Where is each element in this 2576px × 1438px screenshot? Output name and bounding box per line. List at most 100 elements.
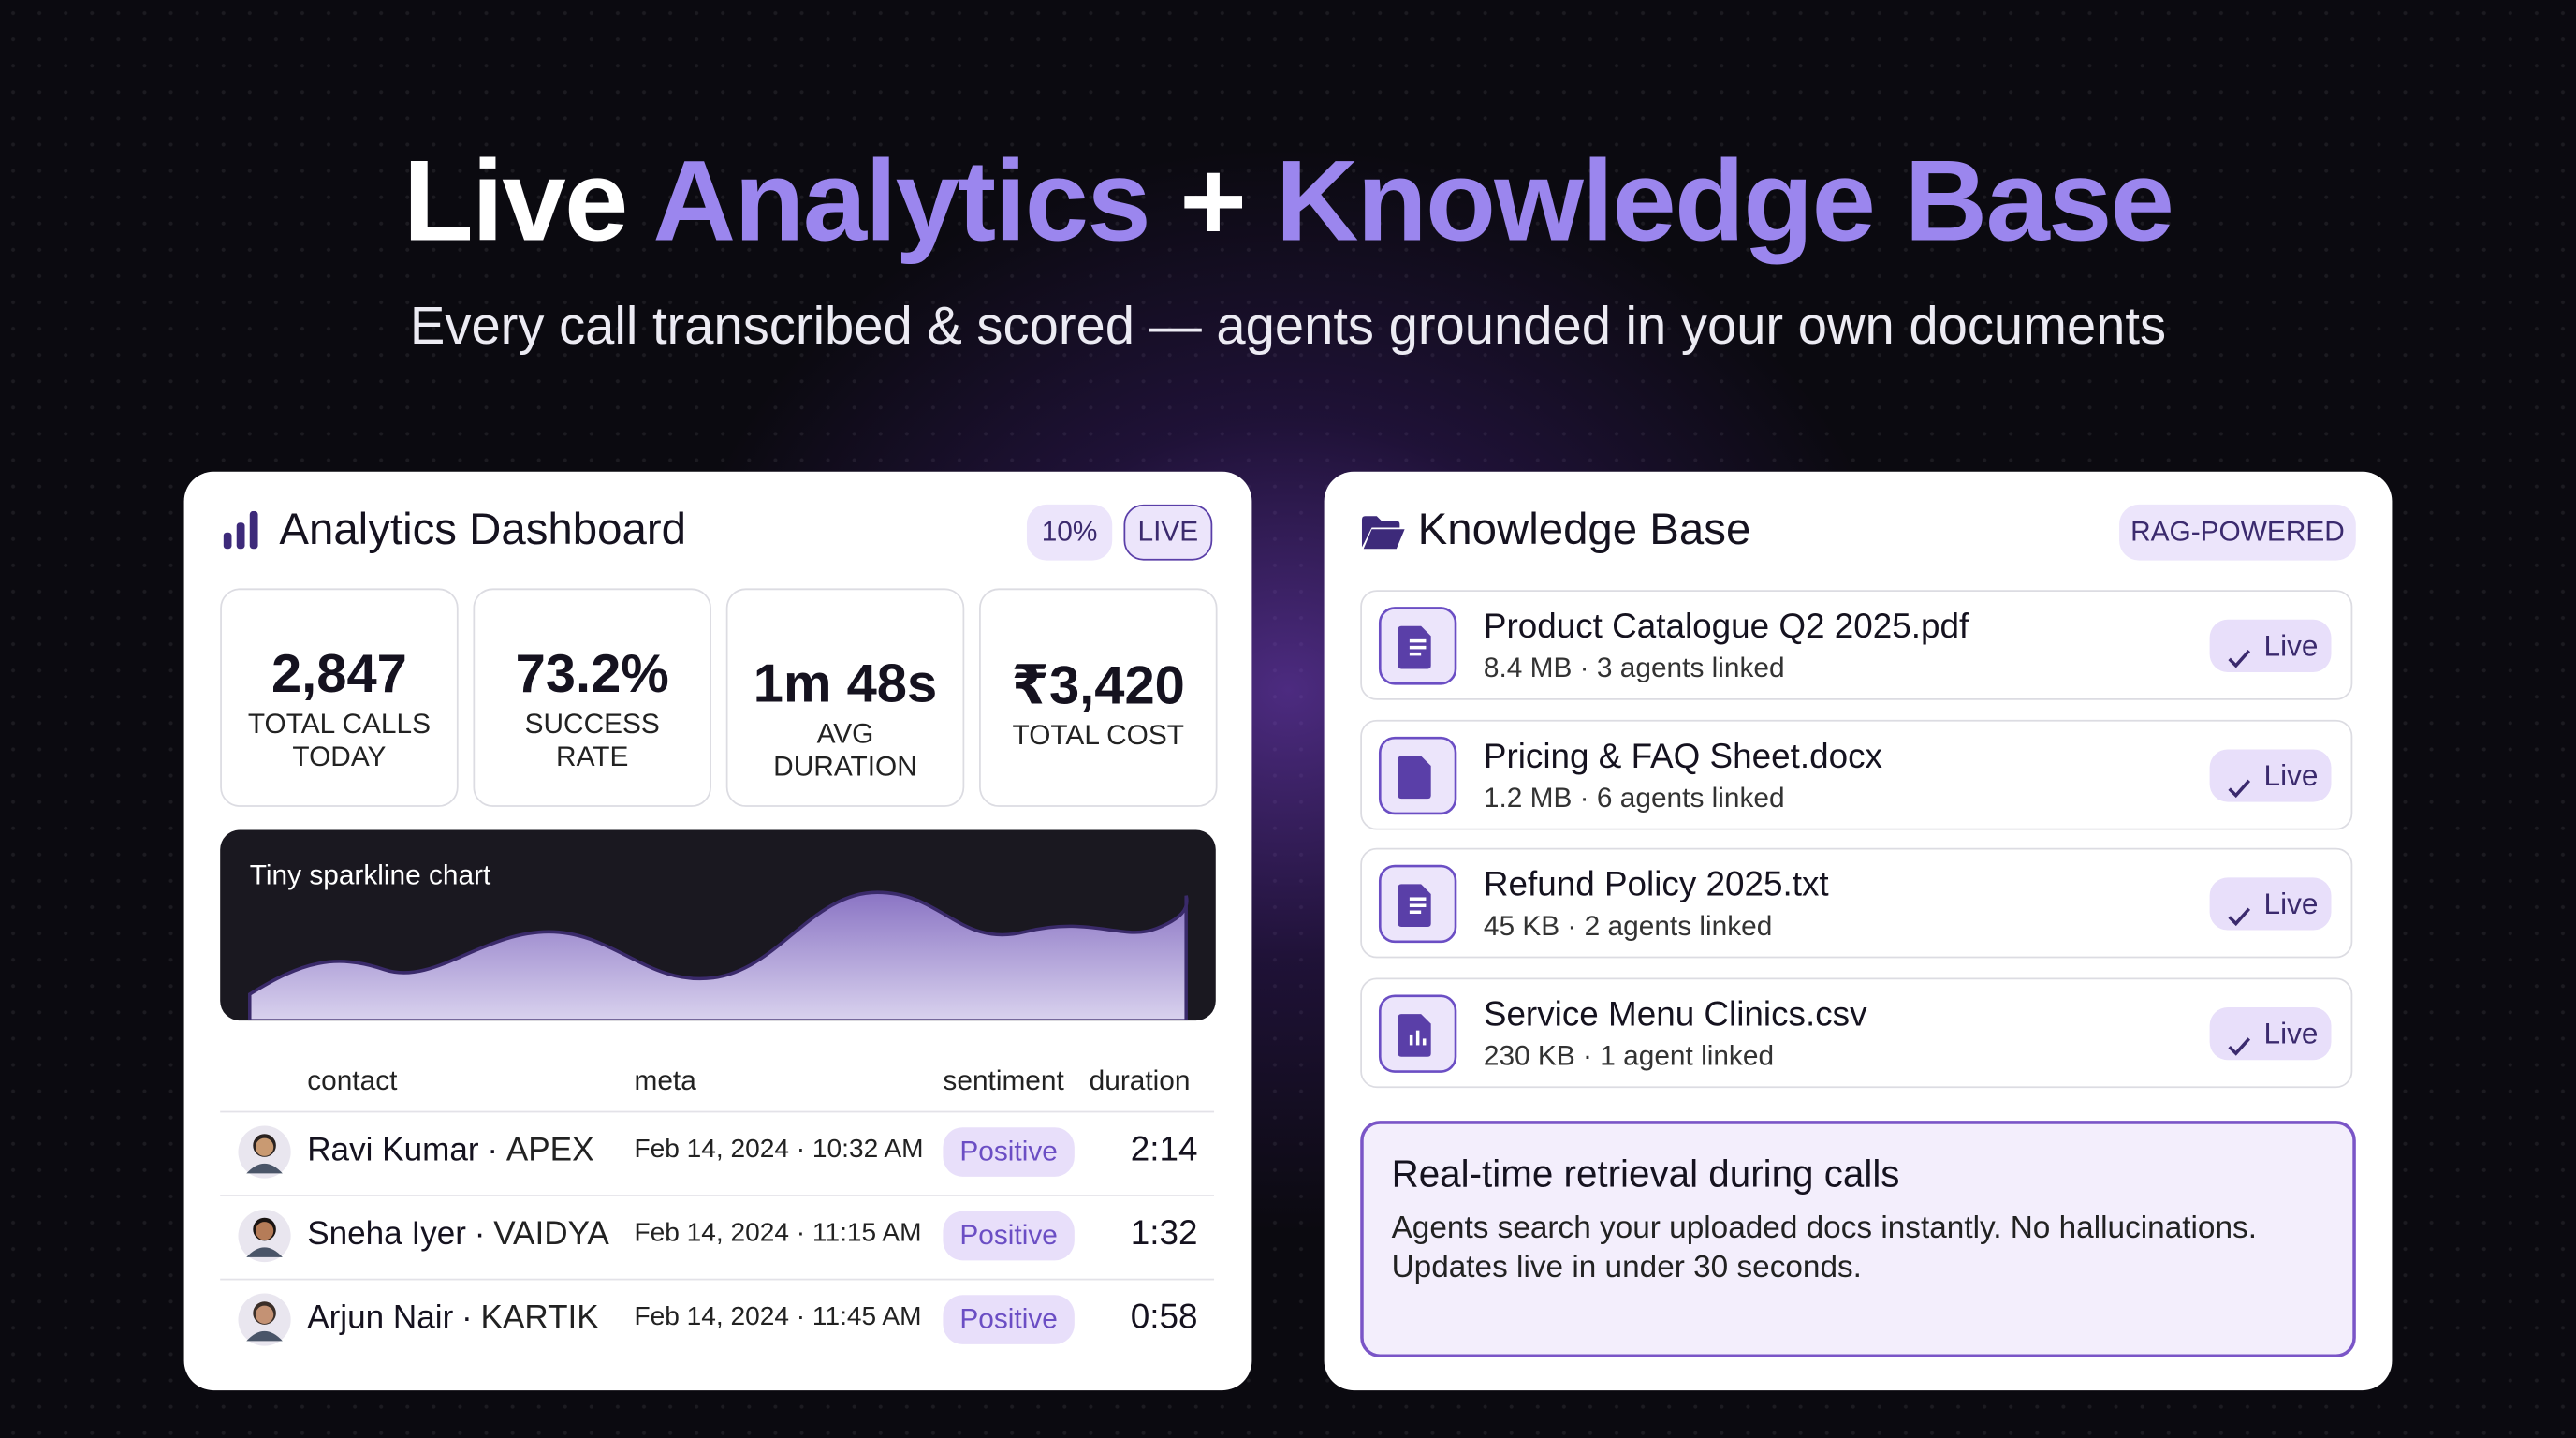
- chart-icon: [223, 510, 258, 550]
- call-meta: Feb 14, 2024 · 11:45 AM: [634, 1303, 922, 1331]
- contact-org: KARTIK: [480, 1299, 599, 1337]
- file-icon: [1378, 993, 1457, 1080]
- title-word: +: [1179, 136, 1247, 265]
- row-divider: [220, 1195, 1215, 1196]
- file-meta: 8.4 MB · 3 agents linked: [1483, 652, 1785, 684]
- headline: Live Analytics + Knowledge Base: [0, 135, 2576, 266]
- column-header: duration: [1089, 1064, 1191, 1096]
- analytics-card: Analytics Dashboard 10% LIVE Tiny sparkl…: [183, 471, 1252, 1391]
- call-meta: Feb 14, 2024 · 10:32 AM: [634, 1135, 924, 1164]
- separator: ·: [474, 1215, 486, 1253]
- sentiment-pill: Positive: [943, 1127, 1075, 1177]
- avatar-svg: [238, 1293, 291, 1346]
- status-text: Live: [2263, 1016, 2319, 1049]
- column-header: meta: [634, 1064, 696, 1096]
- row-divider: [220, 1110, 1215, 1113]
- call-meta: Feb 14, 2024 · 11:15 AM: [634, 1219, 922, 1248]
- file-name: Product Catalogue Q2 2025.pdf: [1483, 608, 1969, 646]
- contact-name: Ravi Kumar: [307, 1132, 479, 1169]
- note-body: Agents search your uploaded docs instant…: [1391, 1211, 2257, 1285]
- rag-badge: RAG-POWERED: [2119, 504, 2356, 561]
- title-word: Analytics: [652, 136, 1150, 265]
- file-icon-svg: [1378, 607, 1457, 685]
- status-badge: Live: [2209, 748, 2332, 801]
- status-text: Live: [2263, 629, 2319, 663]
- file-meta: 230 KB · 1 agent linked: [1483, 1039, 1775, 1071]
- card-title: Knowledge Base: [1417, 504, 1751, 554]
- stat-label: SUCCESS RATE: [524, 708, 660, 773]
- sentiment-pill: Positive: [943, 1295, 1075, 1344]
- file-row[interactable]: Service Menu Clinics.csv 230 KB · 1 agent…: [1360, 976, 2353, 1088]
- sparkline-area: [248, 890, 1189, 1021]
- duration: 1:32: [1130, 1214, 1198, 1253]
- status-text: Live: [2263, 887, 2319, 921]
- contact: Sneha Iyer · VAIDYA: [307, 1216, 609, 1254]
- subtitle: Every call transcribed & scored — agents…: [409, 295, 2167, 356]
- stat-value: ₹3,420: [1011, 653, 1185, 715]
- file-meta: 1.2 MB · 6 agents linked: [1483, 781, 1785, 814]
- check-icon: [2226, 763, 2252, 815]
- duration: 0:58: [1130, 1298, 1198, 1337]
- sentiment-pill: Positive: [943, 1211, 1075, 1261]
- stat-card: ₹3,420 TOTAL COST: [979, 588, 1218, 807]
- contact-name: Arjun Nair: [307, 1299, 454, 1337]
- column-header: sentiment: [943, 1064, 1064, 1096]
- stat-label: TOTAL CALLS TODAY: [247, 708, 432, 773]
- row-divider: [220, 1278, 1215, 1281]
- contact: Ravi Kumar · APEX: [307, 1132, 593, 1169]
- stat-value: 1m 48s: [753, 652, 938, 713]
- file-icon-svg: [1378, 864, 1457, 944]
- stat-value: 2,847: [271, 642, 407, 704]
- file-row[interactable]: Pricing & FAQ Sheet.docx 1.2 MB · 6 agent…: [1360, 718, 2353, 829]
- check-icon-svg: [2228, 907, 2251, 927]
- file-icon: [1378, 864, 1457, 951]
- avatar: [237, 1208, 293, 1271]
- file-icon-svg: [1378, 735, 1457, 814]
- sparkline: Tiny sparkline chart: [220, 829, 1216, 1021]
- note-title: Real-time retrieval during calls: [1391, 1152, 1900, 1196]
- column-header: contact: [307, 1064, 398, 1096]
- title-word: Knowledge Base: [1275, 136, 2174, 265]
- file-icon: [1378, 735, 1457, 823]
- avatar-svg: [238, 1125, 291, 1179]
- file-name: Service Menu Clinics.csv: [1483, 994, 1867, 1034]
- file-name: Pricing & FAQ Sheet.docx: [1483, 737, 1882, 775]
- title-word: Live: [402, 136, 629, 265]
- file-icon-svg: [1378, 993, 1457, 1072]
- contact-org: VAIDYA: [493, 1215, 609, 1253]
- file-row[interactable]: Product Catalogue Q2 2025.pdf 8.4 MB · 3 …: [1360, 590, 2353, 700]
- card-title: Analytics Dashboard: [279, 504, 687, 554]
- sparkline-svg: [248, 890, 1189, 1021]
- stat-card: 1m 48s AVG DURATION: [725, 588, 965, 807]
- knowledge-card: Knowledge Base RAG-POWERED Real-time ret…: [1324, 471, 2393, 1391]
- contact: Arjun Nair · KARTIK: [307, 1300, 598, 1338]
- contact-name: Sneha Iyer: [307, 1215, 466, 1253]
- contact-org: APEX: [505, 1132, 594, 1169]
- folder-icon: [1361, 516, 1405, 550]
- status-badge: Live: [2209, 877, 2332, 931]
- live-badge[interactable]: LIVE: [1123, 504, 1213, 561]
- check-icon-svg: [2228, 778, 2251, 798]
- stat-label: AVG DURATION: [773, 718, 917, 783]
- separator: ·: [461, 1299, 473, 1337]
- file-icon: [1378, 607, 1457, 694]
- check-icon-svg: [2228, 649, 2251, 668]
- status-text: Live: [2263, 758, 2319, 792]
- stat-card: 73.2% SUCCESS RATE: [473, 588, 711, 807]
- file-meta: 45 KB · 2 agents linked: [1483, 910, 1773, 942]
- status-badge: Live: [2209, 1006, 2332, 1060]
- sparkline-label: Tiny sparkline chart: [249, 859, 491, 891]
- avatar: [237, 1124, 293, 1188]
- stat-value: 73.2%: [515, 642, 669, 704]
- avatar-svg: [238, 1209, 291, 1263]
- percent-badge: 10%: [1026, 504, 1113, 561]
- stat-label: TOTAL COST: [1012, 719, 1185, 752]
- avatar: [237, 1292, 293, 1356]
- status-badge: Live: [2209, 619, 2332, 672]
- check-icon: [2226, 892, 2252, 945]
- file-name: Refund Policy 2025.txt: [1483, 866, 1829, 904]
- check-icon: [2226, 1021, 2252, 1074]
- file-row[interactable]: Refund Policy 2025.txt 45 KB · 2 agents l…: [1360, 847, 2353, 959]
